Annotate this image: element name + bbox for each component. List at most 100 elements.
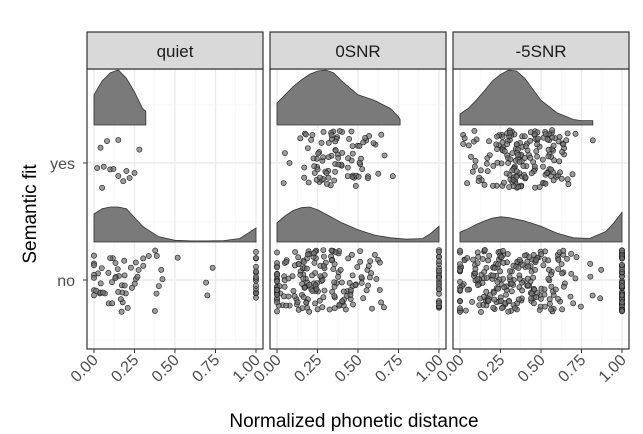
point-no bbox=[481, 247, 488, 253]
point-no bbox=[320, 247, 327, 253]
point-yes bbox=[468, 153, 474, 160]
point-no bbox=[436, 300, 442, 306]
point-no bbox=[587, 273, 594, 280]
point-no bbox=[380, 304, 387, 311]
point-no bbox=[253, 282, 259, 289]
point-yes bbox=[460, 140, 467, 147]
point-no bbox=[506, 274, 513, 280]
point-no bbox=[311, 260, 318, 266]
point-no bbox=[376, 259, 383, 266]
point-yes bbox=[325, 139, 332, 146]
point-yes bbox=[370, 140, 377, 146]
point-no bbox=[312, 300, 318, 307]
point-no bbox=[118, 296, 124, 303]
point-no bbox=[552, 286, 559, 293]
point-no bbox=[295, 254, 302, 261]
point-no bbox=[313, 285, 320, 292]
point-yes bbox=[510, 183, 517, 189]
point-yes bbox=[528, 170, 535, 177]
point-yes bbox=[359, 166, 366, 172]
point-no bbox=[337, 266, 344, 273]
point-no bbox=[91, 252, 97, 259]
point-no bbox=[140, 262, 147, 269]
point-yes bbox=[349, 150, 356, 157]
point-no bbox=[322, 259, 329, 266]
point-no bbox=[495, 285, 501, 292]
point-yes bbox=[535, 135, 541, 142]
point-no bbox=[209, 264, 216, 271]
point-no bbox=[500, 247, 506, 254]
point-no bbox=[619, 255, 625, 262]
point-no bbox=[491, 296, 498, 303]
point-yes bbox=[515, 152, 521, 158]
point-no bbox=[321, 272, 328, 278]
point-no bbox=[331, 305, 338, 312]
point-yes bbox=[355, 173, 362, 180]
point-yes bbox=[550, 142, 557, 149]
point-no bbox=[436, 248, 442, 255]
point-no bbox=[328, 247, 335, 254]
point-no bbox=[292, 249, 298, 255]
y-tick-label-yes: yes bbox=[50, 156, 75, 173]
point-no bbox=[274, 278, 280, 285]
density-ridge-no bbox=[459, 211, 623, 243]
point-yes bbox=[493, 141, 500, 148]
point-no bbox=[541, 291, 548, 298]
point-yes bbox=[335, 161, 342, 168]
point-no bbox=[498, 254, 505, 260]
point-no bbox=[340, 288, 347, 295]
point-no bbox=[283, 259, 290, 265]
point-no bbox=[530, 251, 537, 258]
point-yes bbox=[542, 180, 549, 187]
point-yes bbox=[309, 132, 316, 138]
point-yes bbox=[100, 163, 107, 170]
point-yes bbox=[311, 170, 318, 176]
point-no bbox=[483, 275, 490, 281]
point-yes bbox=[136, 146, 143, 153]
point-no bbox=[498, 305, 505, 311]
point-yes bbox=[559, 148, 565, 155]
point-no bbox=[112, 275, 119, 281]
point-no bbox=[506, 268, 513, 274]
point-no bbox=[369, 305, 375, 312]
point-no bbox=[328, 257, 335, 264]
point-yes bbox=[332, 147, 339, 154]
point-no bbox=[346, 279, 353, 286]
point-no bbox=[474, 282, 481, 288]
point-no bbox=[479, 256, 486, 262]
point-no bbox=[538, 251, 545, 258]
point-no bbox=[339, 298, 345, 305]
point-no bbox=[295, 261, 302, 268]
point-yes bbox=[301, 174, 308, 181]
x-tick-label: 0.00 bbox=[68, 352, 102, 386]
point-no bbox=[619, 261, 625, 268]
facet-strip-label: -5SNR bbox=[515, 42, 566, 61]
point-no bbox=[490, 272, 496, 279]
point-yes bbox=[501, 148, 508, 155]
point-no bbox=[469, 298, 475, 305]
point-no bbox=[477, 295, 483, 302]
point-yes bbox=[506, 129, 513, 136]
point-no bbox=[174, 254, 181, 261]
point-no bbox=[573, 254, 580, 261]
point-no bbox=[109, 279, 115, 285]
point-no bbox=[619, 283, 625, 290]
point-no bbox=[124, 304, 131, 311]
point-yes bbox=[304, 145, 311, 151]
point-no bbox=[107, 255, 113, 261]
point-yes bbox=[286, 160, 293, 166]
point-yes bbox=[560, 141, 567, 148]
point-no bbox=[436, 286, 442, 292]
point-no bbox=[153, 290, 160, 297]
point-yes bbox=[471, 127, 478, 134]
point-yes bbox=[558, 175, 565, 182]
point-no bbox=[619, 299, 625, 306]
point-no bbox=[297, 271, 304, 278]
point-yes bbox=[520, 163, 527, 169]
point-no bbox=[304, 251, 311, 258]
point-no bbox=[572, 275, 579, 282]
point-no bbox=[358, 274, 365, 280]
point-yes bbox=[104, 138, 110, 144]
point-yes bbox=[328, 132, 335, 139]
